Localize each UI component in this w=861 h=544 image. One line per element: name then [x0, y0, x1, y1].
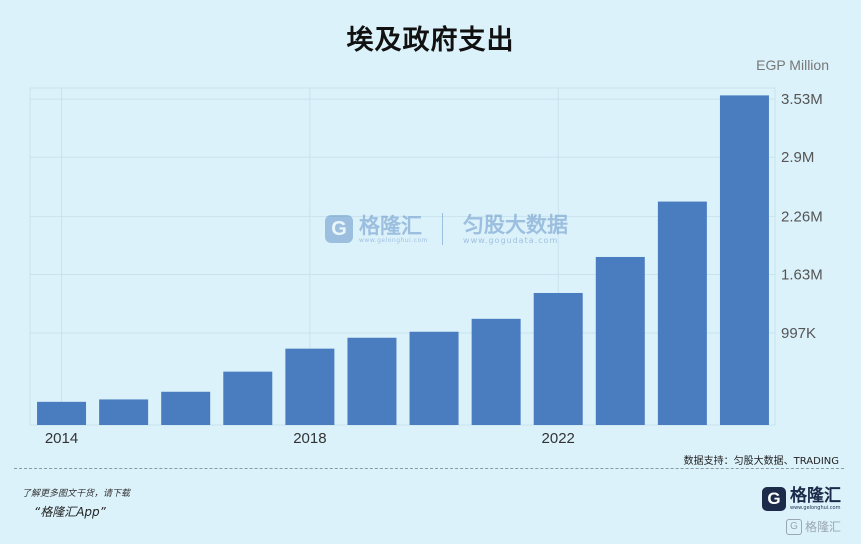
divider [14, 468, 844, 469]
watermark: G 格隆汇 www.gelonghui.com 匀股大数据 www.goguda… [325, 213, 568, 245]
watermark-url-2: www.gogudata.com [463, 235, 559, 245]
x-tick-label: 2022 [542, 430, 575, 447]
promo-app-name: “格隆汇App” [34, 505, 106, 519]
watermark-brand-2: 匀股大数据 www.gogudata.com [463, 214, 568, 245]
bar [347, 337, 397, 425]
y-tick-label: 2.9M [781, 149, 814, 166]
unit-label: EGP Million [756, 57, 829, 73]
bar [223, 371, 273, 425]
bar [285, 348, 335, 425]
chart-title: 埃及政府支出 [346, 25, 515, 56]
bar-chart: 997K 1.63M 2.26M 2.9M 3.53M 2014 2018 2022 [29, 87, 823, 447]
y-tick-label: 1.63M [781, 267, 823, 284]
y-tick-label: 2.26M [781, 208, 823, 225]
badge-name: 格隆汇 [805, 520, 842, 534]
promo-text: 了解更多图文干货，请下载 [22, 489, 131, 499]
y-tick-label: 3.53M [781, 91, 823, 108]
logo-url: www.gelonghui.com [790, 505, 841, 511]
bar [595, 256, 645, 425]
data-source: 数据支持：匀股大数据、TRADING [683, 456, 839, 467]
watermark-separator [442, 213, 444, 245]
plot-frame [29, 87, 776, 426]
corner-badge: G 格隆汇 [786, 518, 841, 535]
bar [37, 401, 87, 425]
watermark-name-2: 匀股大数据 [463, 212, 569, 237]
bar [99, 399, 149, 425]
bar [471, 318, 521, 425]
x-tick-label: 2018 [293, 430, 326, 447]
watermark-name: 格隆汇 [359, 213, 422, 238]
logo-icon: G [762, 487, 786, 511]
bar [533, 292, 583, 425]
logo-name: 格隆汇 [790, 486, 841, 506]
brand-logo[interactable]: G 格隆汇 www.gelonghui.com [762, 487, 841, 511]
bar [657, 201, 707, 425]
badge-icon: G [786, 518, 802, 535]
x-tick-label: 2014 [45, 430, 78, 447]
bar [719, 95, 769, 426]
watermark-logo-icon: G [325, 215, 353, 243]
y-tick-label: 997K [781, 325, 816, 342]
watermark-brand: 格隆汇 www.gelonghui.com [359, 215, 428, 244]
logo-text: 格隆汇 www.gelonghui.com [790, 487, 841, 511]
bar [161, 391, 211, 425]
bar [409, 331, 459, 425]
watermark-url: www.gelonghui.com [359, 236, 429, 244]
